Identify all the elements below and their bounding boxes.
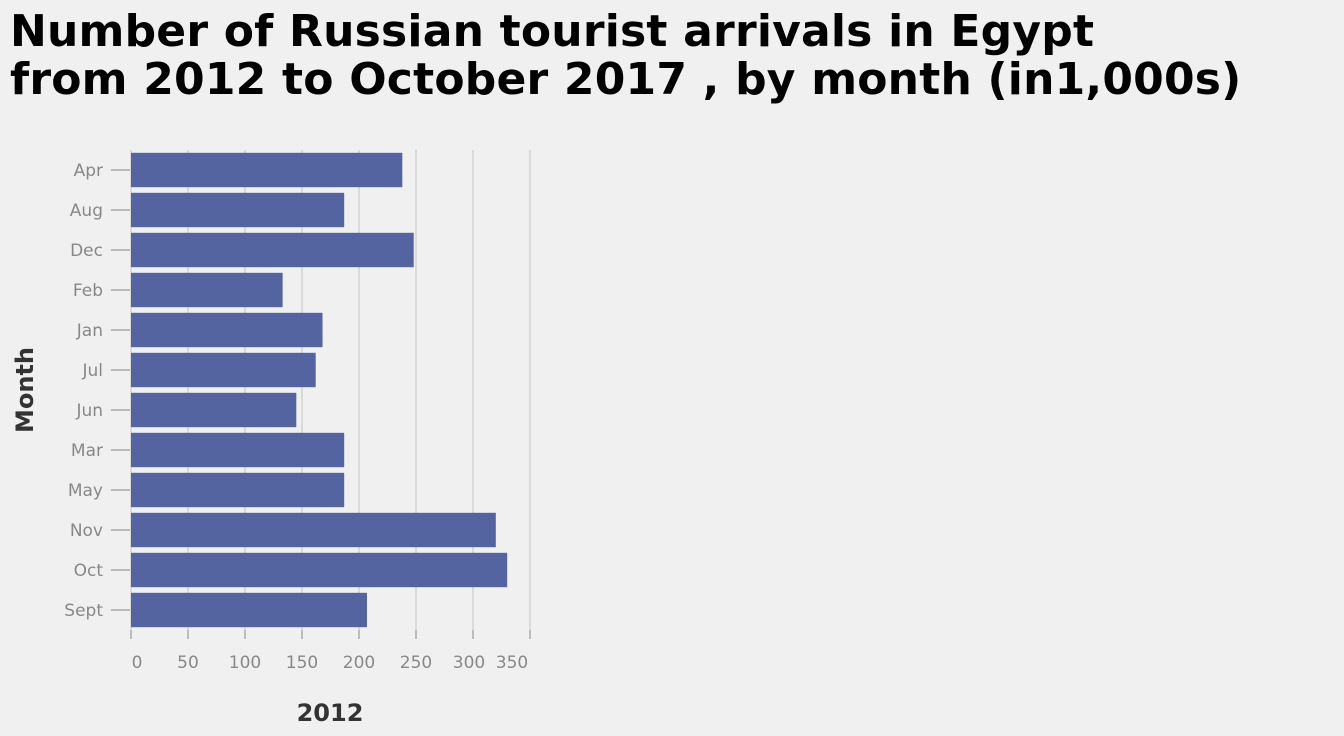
bar-sept [131, 592, 367, 628]
x-tick-label: 50 [177, 653, 199, 673]
bar-dec [131, 232, 414, 268]
x-tick-label: 0 [132, 653, 143, 673]
x-tick-label: 100 [229, 653, 261, 673]
bar-apr [131, 152, 403, 188]
y-tick-label: Mar [71, 441, 103, 461]
chart-title: Number of Russian tourist arrivals in Eg… [10, 8, 1241, 104]
y-tick-label: Nov [70, 521, 103, 541]
y-axis: Apr Aug Dec Feb Jan Jul Jun Mar May Nov Oct Sept [64, 161, 130, 621]
x-tick-label: 250 [400, 653, 432, 673]
gridlines [130, 150, 531, 630]
bar-may [131, 472, 345, 508]
y-tick-label: Dec [70, 241, 103, 261]
y-tick-label: Aug [70, 201, 103, 221]
bar-aug [131, 192, 345, 228]
y-axis-title: Month [11, 347, 39, 433]
bar-feb [131, 272, 283, 308]
y-tick-label: Oct [74, 561, 104, 581]
bar-oct [131, 552, 508, 588]
bar-mar [131, 432, 345, 468]
bar-jan [131, 312, 323, 348]
title-line-2: from 2012 to October 2017 , by month (in… [10, 54, 1242, 105]
x-tick-label: 350 [496, 653, 528, 673]
y-tick-label: Feb [73, 281, 103, 301]
title-line-1: Number of Russian tourist arrivals in Eg… [10, 6, 1095, 57]
y-tick-label: Apr [74, 161, 103, 181]
y-tick-label: May [68, 481, 103, 501]
bar-jul [131, 352, 316, 388]
x-axis-title: 2012 [297, 699, 364, 727]
x-tick-label: 200 [343, 653, 375, 673]
y-tick-label: Jul [81, 361, 103, 381]
bars [131, 152, 508, 628]
y-tick-label: Sept [64, 601, 103, 621]
x-axis: 0 50 100 150 200 250 300 350 [130, 630, 531, 673]
bar-nov [131, 512, 496, 548]
x-tick-label: 150 [286, 653, 318, 673]
y-tick-label: Jan [76, 321, 103, 341]
y-tick-label: Jun [75, 401, 103, 421]
x-tick-label: 300 [453, 653, 485, 673]
bar-jun [131, 392, 297, 428]
